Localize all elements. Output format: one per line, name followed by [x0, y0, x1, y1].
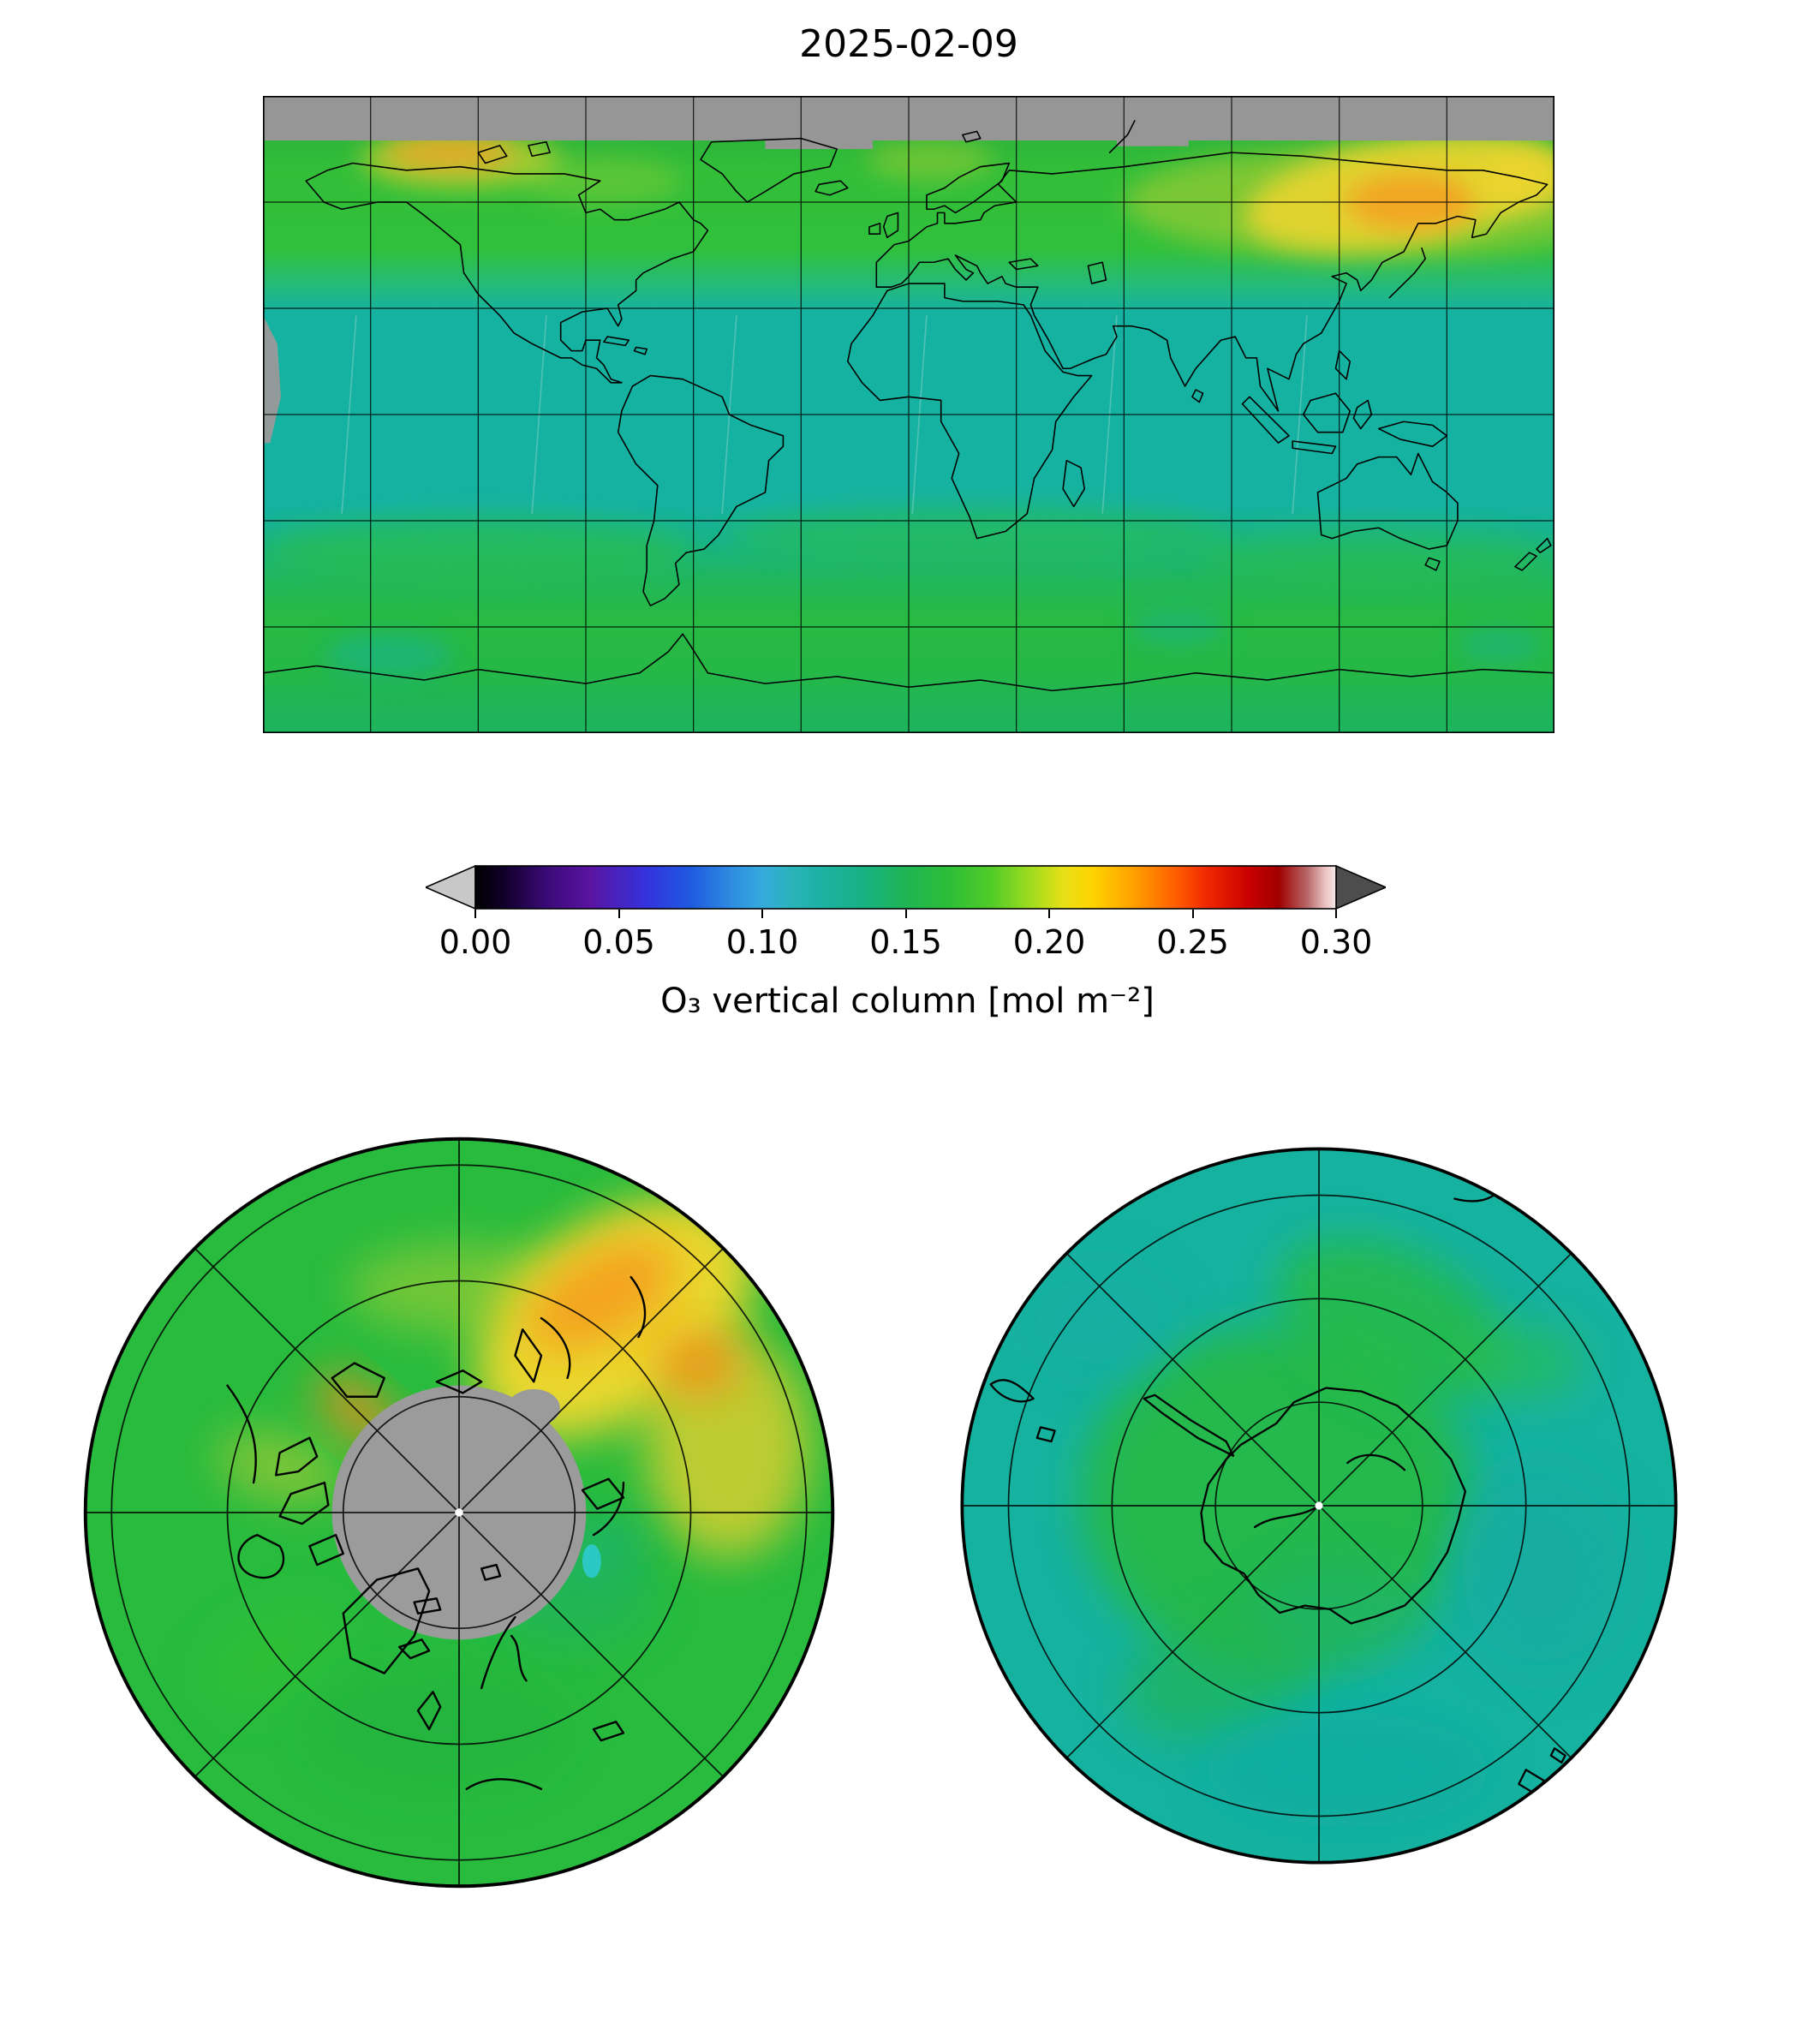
antarctic-peninsula [1143, 1393, 1235, 1457]
world-map [263, 96, 1554, 733]
south-polar-canvas [962, 1149, 1676, 1863]
colorbar-tickmark [1335, 910, 1337, 918]
no-data-sliver [263, 315, 281, 444]
north-polar-coastlines [226, 1275, 647, 1791]
colorbar-over-arrow [1335, 865, 1386, 910]
pole-point [455, 1508, 463, 1517]
colorbar-gradient-bar [474, 865, 1337, 910]
teal-notch [582, 1544, 601, 1578]
colorbar-tick-label: 0.20 [1012, 923, 1086, 961]
colorbar-tickmark [474, 910, 476, 918]
south-polar-map [960, 1147, 1678, 1865]
colorbar-tickmarks [474, 910, 1337, 918]
colorbar-tickmark [1191, 910, 1194, 918]
colorbar-tick-label: 0.10 [725, 923, 799, 961]
colorbar-tick-label: 0.30 [1299, 923, 1373, 961]
colorbar-tick-label: 0.05 [582, 923, 655, 961]
south-polar-rim [960, 1147, 1678, 1865]
colorbar-tickmark [904, 910, 907, 918]
colorbar-tick-label: 0.00 [439, 923, 512, 961]
antarctica-coastline [1200, 1387, 1466, 1625]
colorbar-label: O₃ vertical column [mol m⁻²] [660, 982, 1155, 1021]
colorbar [426, 865, 1386, 910]
colorbar-tick-label: 0.15 [869, 923, 942, 961]
north-polar-map [83, 1137, 835, 1889]
south-polar-blobs [1019, 1237, 1633, 1827]
colorbar-tick-label: 0.25 [1156, 923, 1229, 961]
colorbar-tickmark [761, 910, 763, 918]
north-polar-canvas [85, 1138, 833, 1887]
colorbar-tickmark [1048, 910, 1050, 918]
colorbar-tickmark [618, 910, 620, 918]
pole-point [1315, 1501, 1323, 1510]
south-polar-coastlines [989, 1194, 1566, 1796]
colorbar-under-arrow [426, 865, 476, 910]
coastlines [263, 120, 1554, 692]
world-map-canvas [263, 96, 1554, 733]
colorbar-ticks: 0.00 0.05 0.10 0.15 0.20 0.25 0.30 [439, 923, 1373, 963]
north-polar-rim [83, 1137, 835, 1889]
figure-title: 2025-02-09 [799, 22, 1018, 66]
graticule [263, 96, 1554, 733]
